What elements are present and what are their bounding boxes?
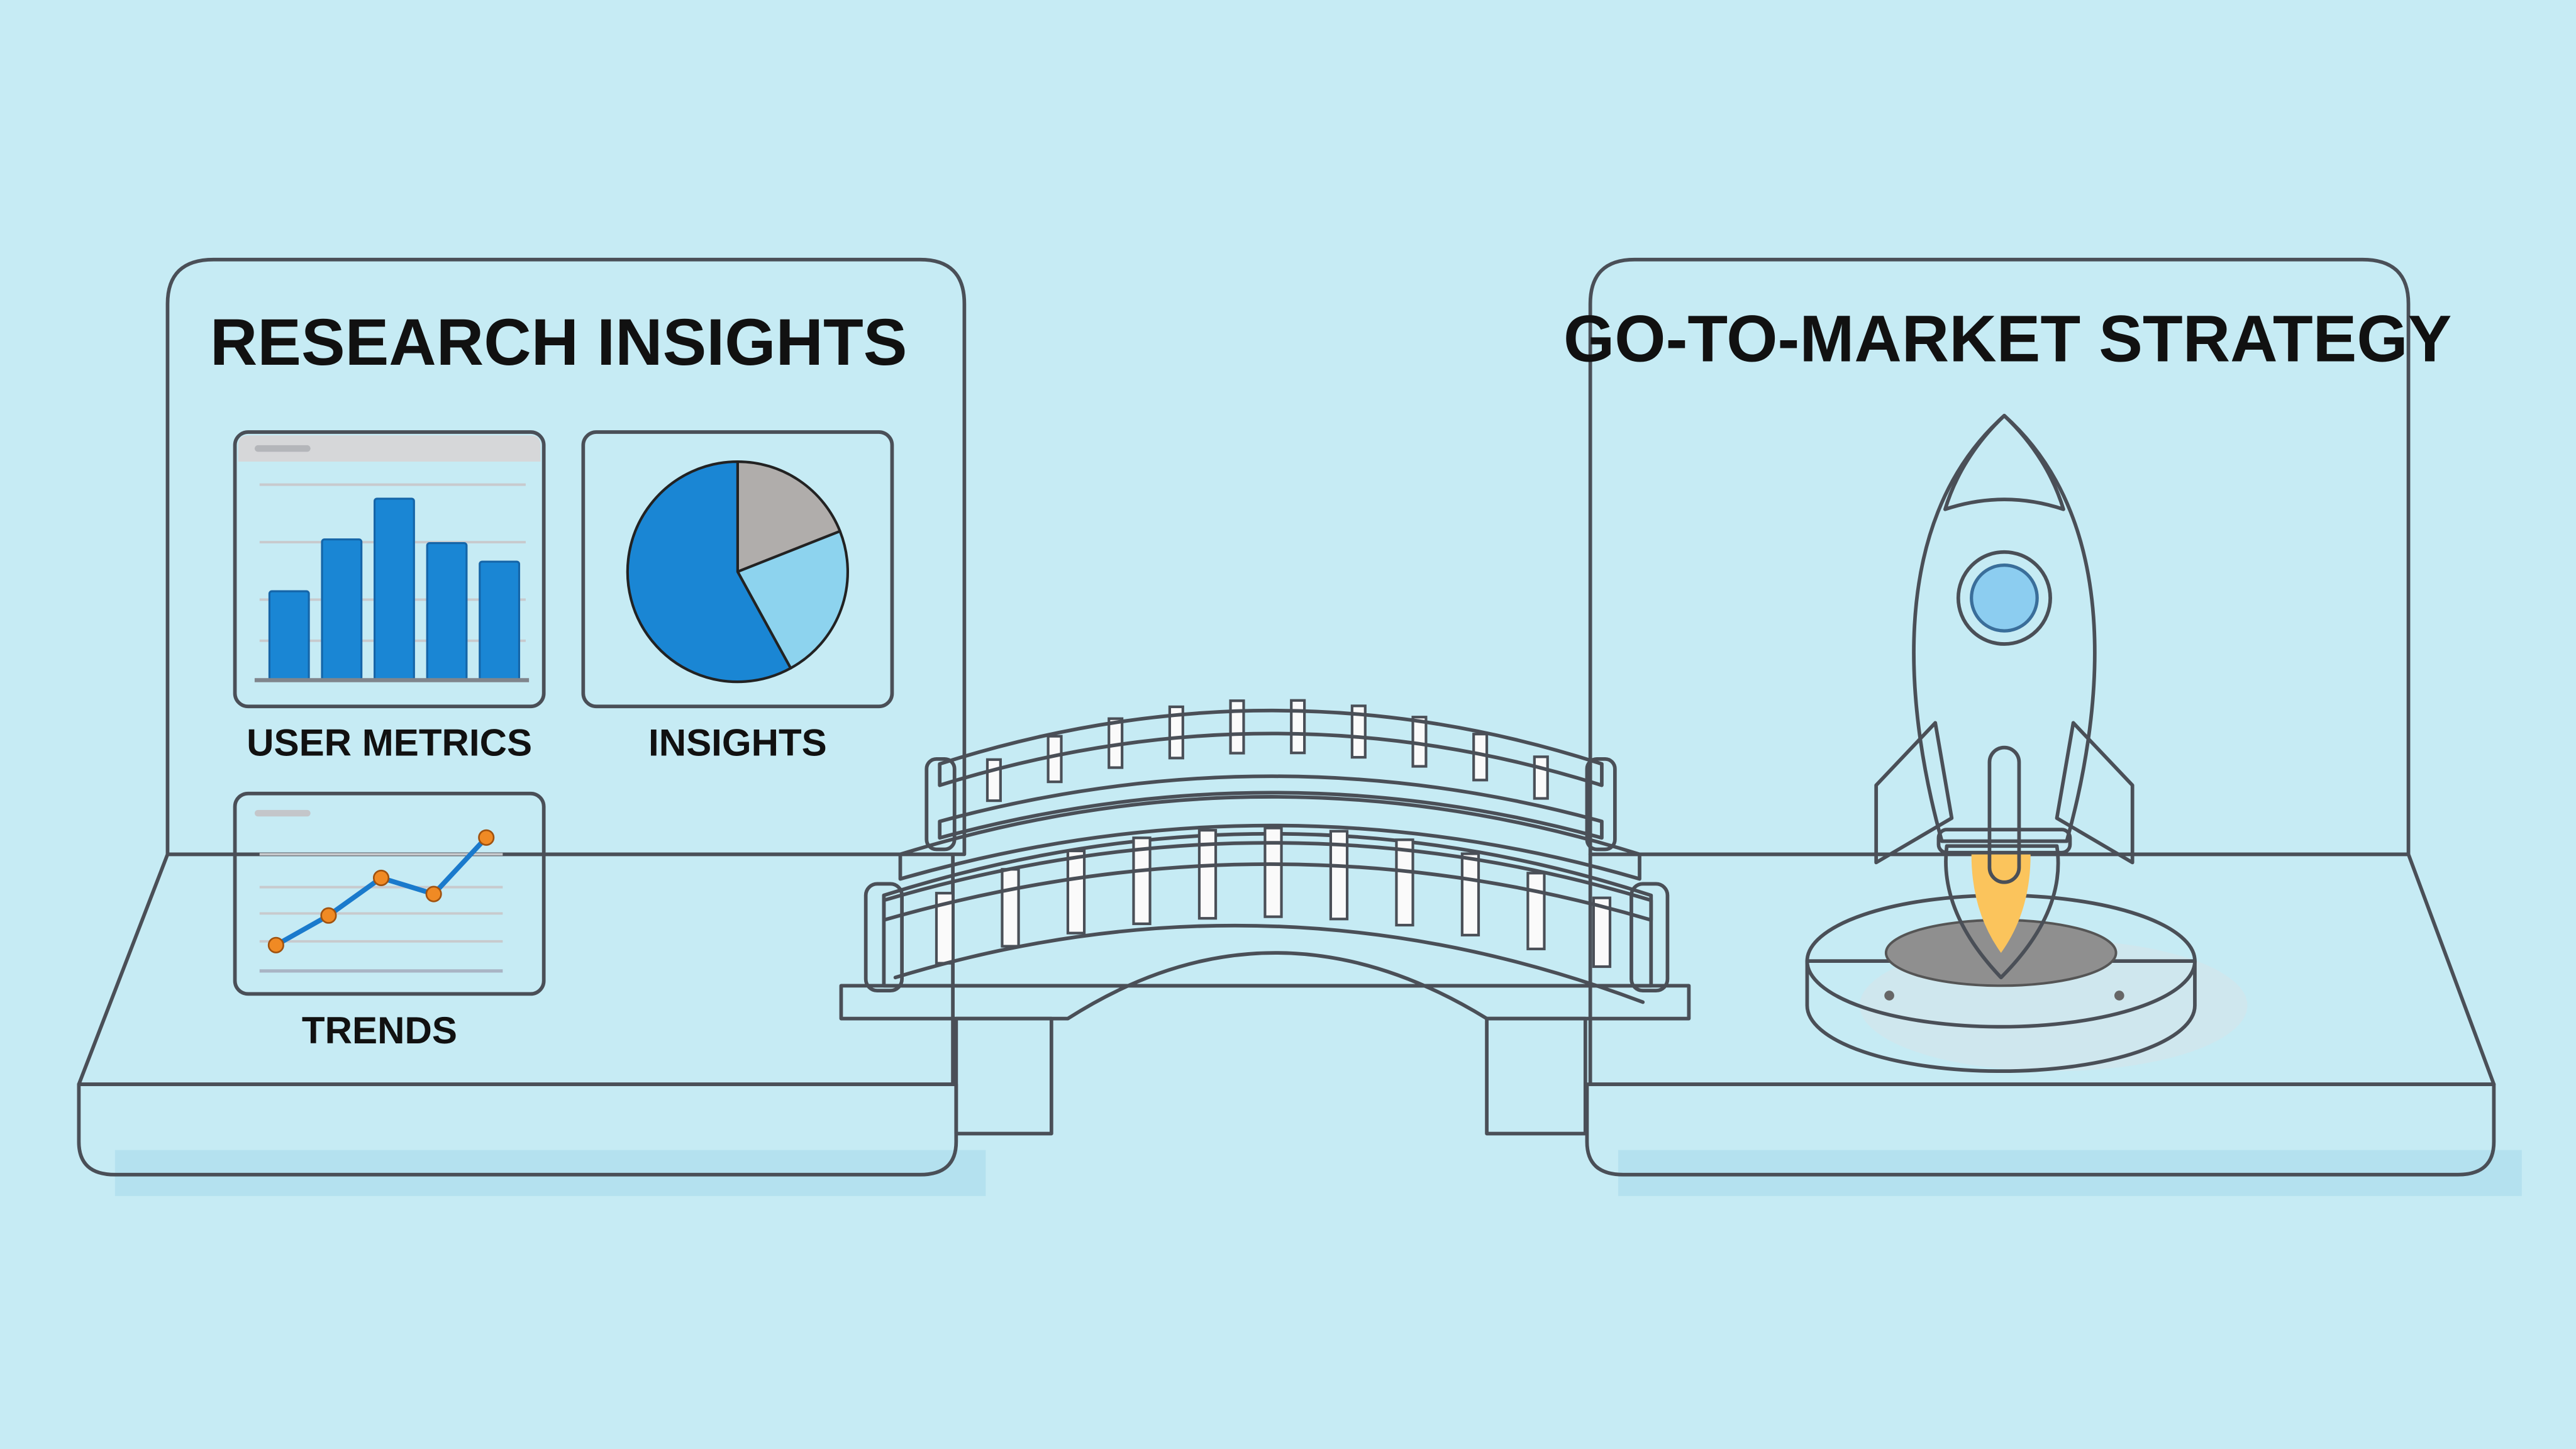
trend-point-5 xyxy=(478,829,495,846)
railing-post xyxy=(985,758,1002,802)
trend-point-3 xyxy=(372,869,390,886)
railing-post xyxy=(1533,755,1549,800)
railing-post xyxy=(1526,872,1546,950)
railing-post xyxy=(1460,852,1480,936)
flame-icon xyxy=(1944,844,2060,980)
gtm-panel-backboard xyxy=(1588,257,2411,857)
trends-card: TRENDS xyxy=(233,791,546,1052)
bar-4 xyxy=(426,541,468,682)
railing-post xyxy=(1350,704,1367,759)
trend-point-2 xyxy=(320,907,337,924)
rocket-icon xyxy=(1874,414,2135,980)
railing-post xyxy=(1168,705,1184,760)
bridge-icon xyxy=(839,699,1691,1136)
research-panel-base xyxy=(77,1082,958,1177)
user-metrics-card: USER METRICS xyxy=(233,430,546,764)
pie-slice-3 xyxy=(626,460,792,684)
trend-point-1 xyxy=(267,936,284,953)
railing-post xyxy=(1592,896,1612,969)
trends-label: TRENDS xyxy=(302,1009,457,1052)
research-insights-panel: RESEARCH INSIGHTS USER METRICS INSIGHTS … xyxy=(77,257,986,1196)
railing-post xyxy=(1001,868,1020,948)
railing-post xyxy=(1290,699,1306,755)
railing-post xyxy=(1472,733,1489,782)
bar-3 xyxy=(374,497,415,682)
railing-post xyxy=(1046,735,1063,784)
insights-label: INSIGHTS xyxy=(648,722,827,764)
pie-slice-2 xyxy=(736,530,850,670)
trend-point-4 xyxy=(425,886,442,902)
bar-1 xyxy=(268,590,310,682)
insights-card: INSIGHTS xyxy=(581,430,894,764)
bar-2 xyxy=(321,538,363,682)
user-metrics-label: USER METRICS xyxy=(247,722,532,764)
research-panel-backboard xyxy=(165,257,967,857)
gtm-panel-base xyxy=(1585,1082,2496,1177)
research-insights-title: RESEARCH INSIGHTS xyxy=(210,306,908,379)
railing-post xyxy=(1066,849,1086,935)
bar-5 xyxy=(479,560,521,682)
pie-slice-1 xyxy=(736,460,841,574)
railing-post xyxy=(1229,699,1245,755)
go-to-market-panel: GO-TO-MARKET STRATEGY xyxy=(1563,257,2522,1196)
railing-post xyxy=(1132,836,1152,925)
go-to-market-title: GO-TO-MARKET STRATEGY xyxy=(1563,303,2451,376)
railing-post xyxy=(1395,838,1414,927)
